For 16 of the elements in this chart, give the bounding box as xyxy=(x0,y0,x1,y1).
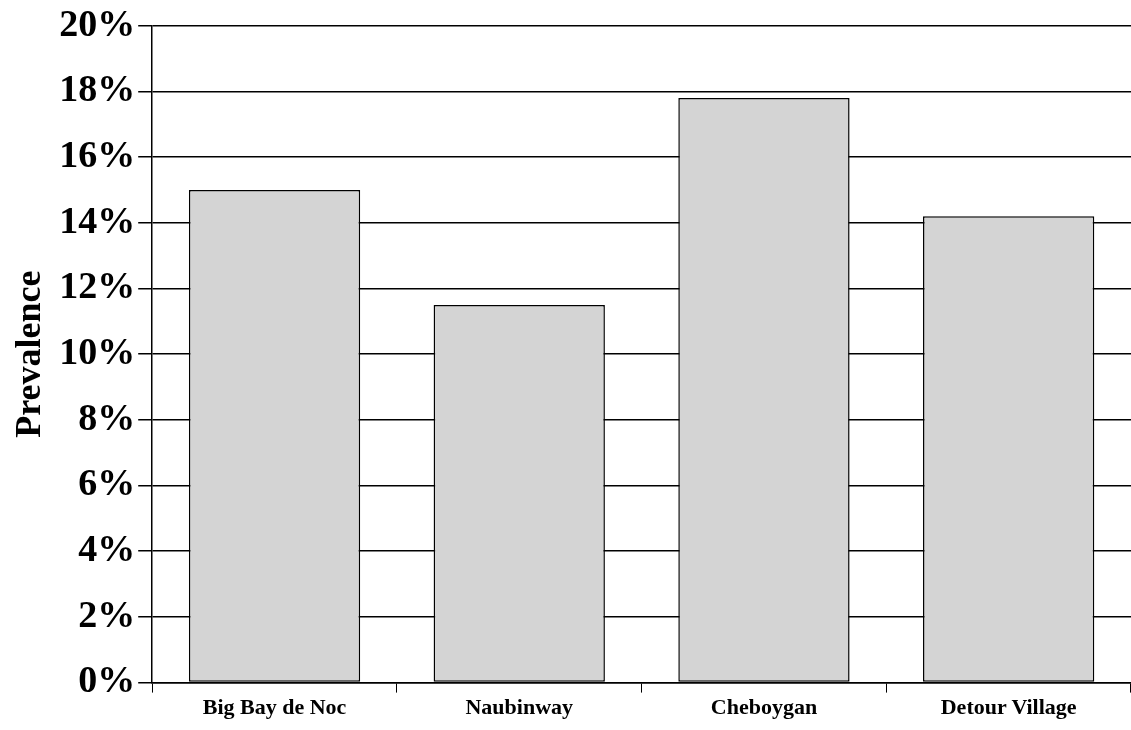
y-tick-label: 8% xyxy=(78,395,136,438)
x-tick-label: Naubinway xyxy=(465,694,574,720)
x-tick-label: Detour Village xyxy=(940,694,1077,720)
y-tick-label: 6% xyxy=(78,461,136,504)
y-tick-label: 0% xyxy=(78,658,136,701)
y-tick-label: 4% xyxy=(78,527,136,570)
x-tick-label: Cheboygan xyxy=(710,694,818,720)
y-tick-label: 12% xyxy=(59,264,136,307)
y-tick-label: 10% xyxy=(59,330,136,373)
y-tick-label: 18% xyxy=(59,67,136,110)
y-axis-title: Prevalence xyxy=(7,270,48,438)
x-tick-label: Big Bay de Noc xyxy=(202,694,347,720)
y-tick-label: 16% xyxy=(59,132,136,175)
y-tick-label: 14% xyxy=(59,198,136,241)
y-tick-label: 20% xyxy=(59,1,136,44)
y-tick-label: 2% xyxy=(78,592,136,635)
